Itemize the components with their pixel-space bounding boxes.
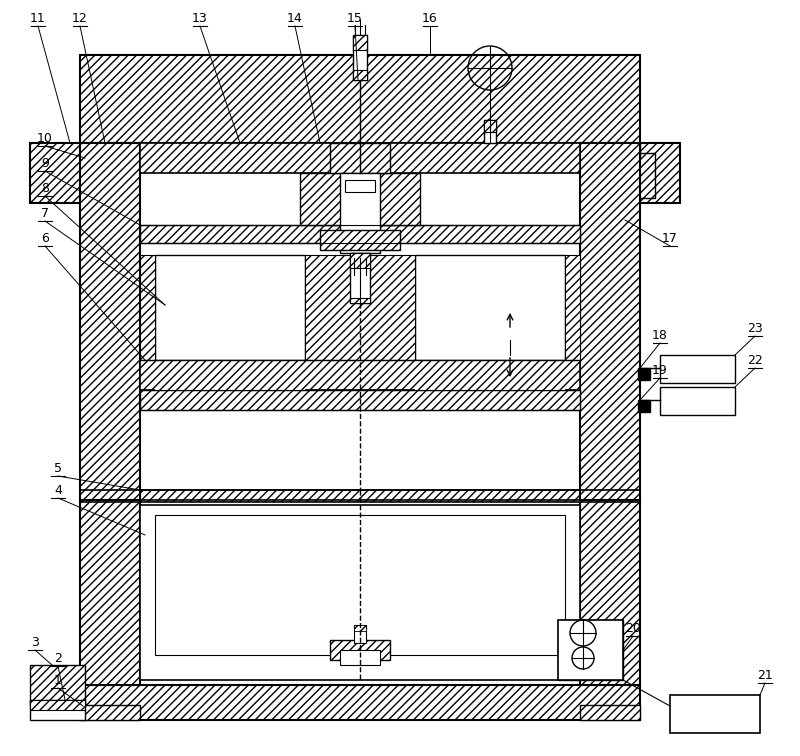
Bar (580, 143, 640, 500)
Text: 12: 12 (72, 12, 88, 25)
Text: 22: 22 (747, 354, 763, 367)
Bar (354, 625, 366, 643)
Text: 10: 10 (37, 132, 53, 145)
Text: 15: 15 (347, 12, 363, 25)
Text: 19: 19 (652, 364, 668, 377)
Bar (350, 253, 370, 303)
Text: 23: 23 (747, 322, 763, 335)
Bar (565, 255, 580, 360)
Bar (558, 620, 623, 680)
Bar (354, 625, 366, 631)
Text: 1: 1 (54, 674, 62, 687)
Bar (140, 630, 580, 655)
Bar (340, 650, 380, 665)
Bar (484, 120, 496, 132)
Bar (415, 360, 565, 390)
Bar (30, 665, 85, 705)
Bar (155, 255, 305, 360)
Bar (80, 490, 640, 502)
Text: 4: 4 (54, 484, 62, 497)
Bar (638, 400, 650, 412)
Bar (305, 255, 415, 360)
Text: 2: 2 (54, 652, 62, 665)
Bar (558, 620, 623, 680)
Bar (638, 368, 650, 380)
Bar (300, 173, 420, 225)
Bar (620, 143, 680, 203)
Bar (415, 255, 565, 360)
Text: 5: 5 (54, 462, 62, 475)
Bar (350, 253, 370, 268)
Bar (353, 35, 367, 50)
Text: 6: 6 (41, 232, 49, 245)
Bar (353, 35, 367, 80)
Bar (80, 685, 640, 720)
Bar (30, 700, 85, 710)
Text: 16: 16 (422, 12, 438, 25)
Text: 18: 18 (652, 329, 668, 342)
Bar (340, 173, 380, 253)
Text: 14: 14 (287, 12, 303, 25)
Bar (330, 640, 390, 660)
Bar (80, 143, 90, 203)
Bar (80, 705, 140, 720)
Bar (670, 695, 760, 733)
Bar (484, 120, 496, 143)
Bar (30, 143, 90, 203)
Bar (580, 500, 640, 685)
Bar (620, 153, 655, 198)
Bar (140, 360, 580, 390)
Bar (30, 700, 85, 720)
Bar (140, 225, 580, 243)
Text: 7: 7 (41, 207, 49, 220)
Bar (353, 70, 367, 80)
Text: 20: 20 (625, 622, 641, 635)
Bar (155, 360, 305, 390)
Bar (330, 143, 390, 173)
Bar (140, 505, 580, 680)
Text: 8: 8 (41, 182, 49, 195)
Bar (580, 705, 640, 720)
Bar (320, 230, 400, 250)
Bar (80, 143, 140, 500)
Bar (350, 298, 370, 303)
Bar (140, 143, 580, 173)
Bar (140, 255, 155, 360)
Bar (140, 390, 580, 410)
Bar (610, 143, 620, 203)
Bar (345, 180, 375, 192)
Bar (80, 500, 140, 685)
Text: 9: 9 (41, 157, 49, 170)
Bar (155, 515, 565, 655)
Bar (620, 143, 640, 158)
Text: 17: 17 (662, 232, 678, 245)
Text: 21: 21 (757, 669, 773, 682)
Bar (660, 387, 735, 415)
Bar (660, 355, 735, 383)
Bar (80, 55, 640, 143)
Text: 13: 13 (192, 12, 208, 25)
Text: 11: 11 (30, 12, 46, 25)
Text: 3: 3 (31, 636, 39, 649)
